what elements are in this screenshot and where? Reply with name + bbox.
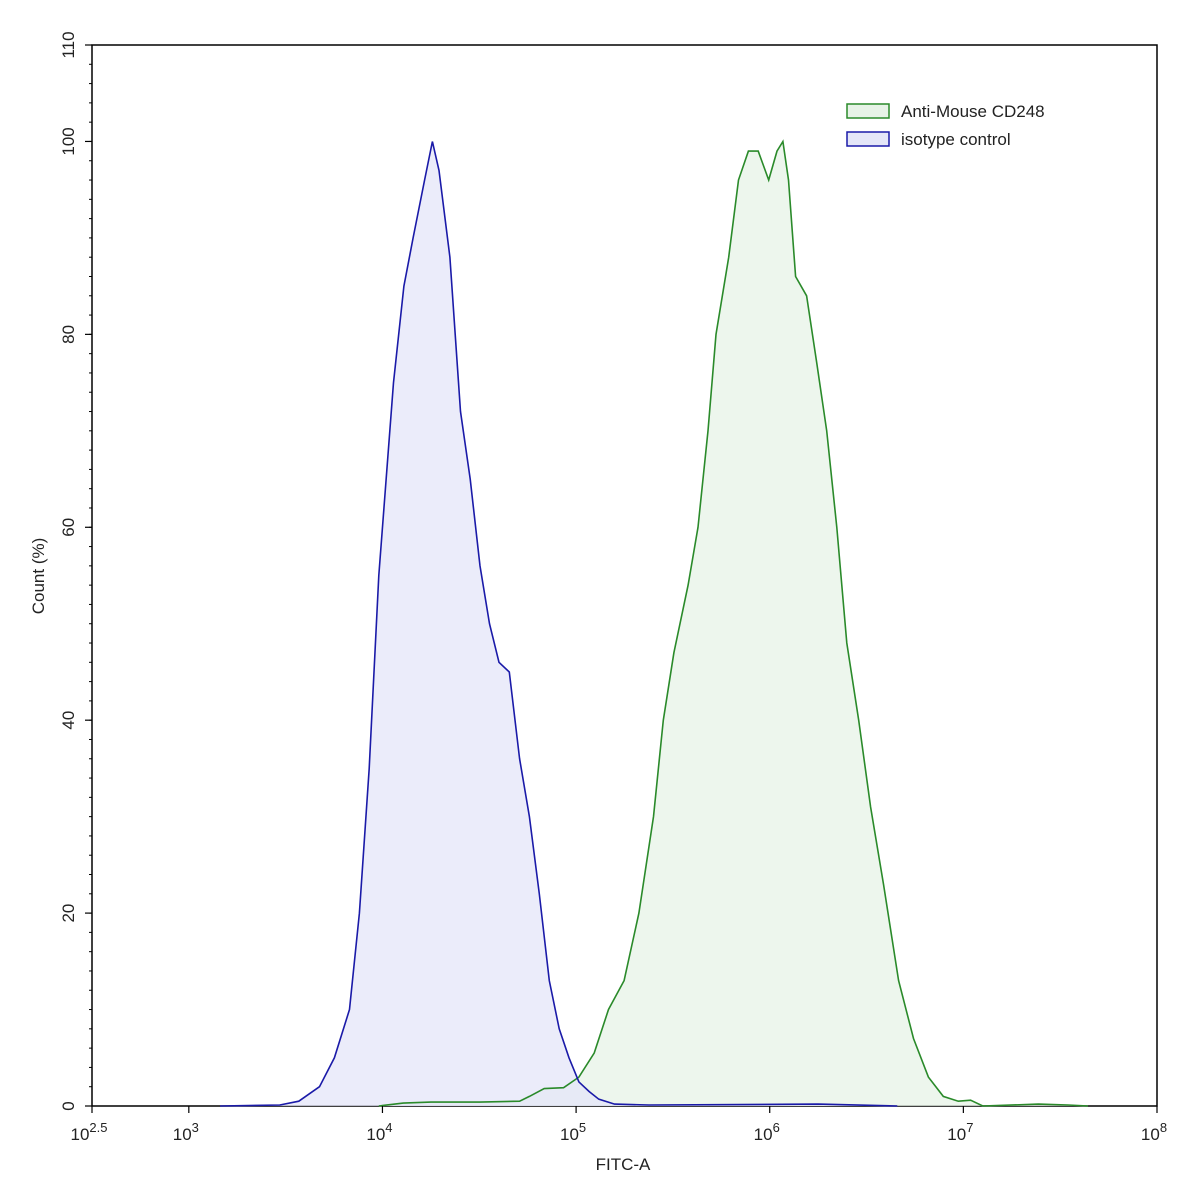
x-axis-label: FITC-A [596,1155,651,1174]
x-tick-label: 102.5 [71,1120,108,1144]
y-tick-label: 110 [59,31,78,58]
x-tick-exponent: 3 [192,1120,199,1135]
legend-label: Anti-Mouse CD248 [901,102,1045,121]
legend-swatch [846,103,890,119]
x-tick-base: 10 [71,1125,90,1144]
y-tick-label: 80 [59,325,78,344]
x-tick-label: 106 [754,1120,780,1144]
y-axis-label: Count (%) [29,538,48,615]
x-tick-exponent: 8 [1160,1120,1167,1135]
y-tick-label: 0 [59,1101,78,1110]
y-tick-label: 60 [59,518,78,537]
legend-swatch [846,131,890,147]
x-tick-label: 108 [1141,1120,1167,1144]
histogram-line [378,139,1089,1107]
y-tick-label: 40 [59,711,78,730]
x-tick-base: 10 [560,1125,579,1144]
x-tick-base: 10 [947,1125,966,1144]
x-tick-label: 104 [366,1120,392,1144]
x-tick-label: 105 [560,1120,586,1144]
x-tick-base: 10 [1141,1125,1160,1144]
x-tick-label: 107 [947,1120,973,1144]
histogram-area [378,141,1088,1106]
x-tick-exponent: 4 [385,1120,392,1135]
x-tick-base: 10 [366,1125,385,1144]
x-tick-label: 103 [173,1120,199,1144]
histogram-area [220,141,898,1106]
x-tick-base: 10 [173,1125,192,1144]
histogram-line [220,141,898,1107]
y-tick-label: 100 [59,127,78,155]
legend-label: isotype control [901,130,1011,149]
plot-frame [91,44,1158,1107]
x-tick-exponent: 5 [579,1120,586,1135]
y-tick-label: 20 [59,904,78,923]
x-tick-exponent: 6 [773,1120,780,1135]
x-tick-exponent: 2.5 [89,1120,107,1135]
x-tick-base: 10 [754,1125,773,1144]
x-tick-exponent: 7 [966,1120,973,1135]
